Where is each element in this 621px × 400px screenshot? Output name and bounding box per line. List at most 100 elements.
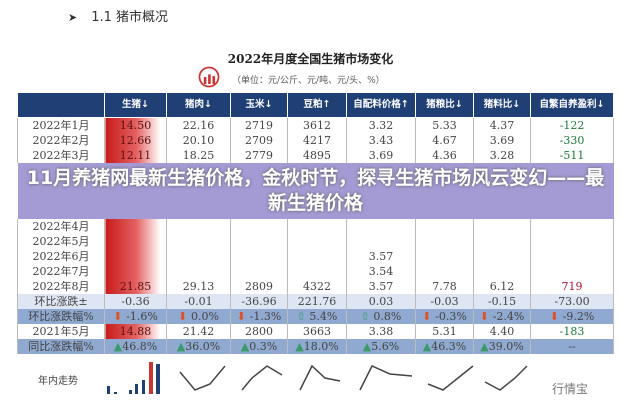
table-cell: 4322 bbox=[287, 279, 347, 294]
table-cell: 4.67 bbox=[415, 133, 474, 148]
arrow-bullet-icon: ➤ bbox=[68, 11, 78, 24]
cell-value: 12.11 bbox=[119, 148, 152, 162]
table-cell: 2800 bbox=[230, 324, 288, 339]
cell-value: 2800 bbox=[245, 324, 273, 338]
table-cell bbox=[530, 264, 614, 279]
arrow-down-icon: ⬇ bbox=[479, 309, 493, 323]
section-heading: ➤ 1.1 猪市概况 bbox=[68, 6, 168, 25]
table-cell bbox=[104, 219, 167, 234]
sparkline bbox=[179, 365, 226, 391]
table-row: 2022年4月 bbox=[17, 219, 614, 234]
table-row: 2022年7月 3.54 bbox=[17, 264, 614, 279]
cell-value: -330 bbox=[559, 133, 585, 147]
table-row: 2022年2月 12.66 20.10 2709 4217 3.43 4.67 3.69 -33… bbox=[17, 133, 614, 148]
table-cell: 14.88 bbox=[104, 324, 167, 339]
table-cell bbox=[104, 234, 167, 249]
column-header: 玉米↓ bbox=[230, 92, 288, 118]
cell-value: 3.28 bbox=[489, 148, 515, 162]
arrow-down-icon: ⬇ bbox=[422, 309, 436, 323]
table-cell: 22.16 bbox=[166, 117, 231, 133]
table-cell: 3.69 bbox=[473, 133, 531, 148]
table-cell: 12.66 bbox=[104, 133, 167, 148]
cell-value: 0.0% bbox=[191, 309, 219, 323]
table-cell: ⬇ 0.0% bbox=[166, 309, 231, 324]
cell-value: 36.0% bbox=[185, 339, 221, 353]
cell-value: -9.2% bbox=[562, 309, 595, 323]
table-cell bbox=[415, 219, 474, 234]
cell-value: 6.12 bbox=[489, 279, 515, 293]
cell-value: -0.03 bbox=[430, 294, 459, 308]
row-label: 2022年6月 bbox=[17, 249, 105, 264]
table-row: 环比涨跌± -0.36 -0.01 -36.96 221.76 0.03 -0.03 -0.1… bbox=[17, 294, 614, 309]
table-cell: 21.42 bbox=[166, 324, 231, 339]
cell-value: 3.57 bbox=[368, 279, 394, 293]
table-cell: 7.78 bbox=[415, 279, 474, 294]
headline: 11月养猪网最新生猪价格，金秋时节，探寻生猪市场风云变幻——最新生猪价格 bbox=[17, 163, 614, 219]
table-cell: 3612 bbox=[287, 117, 347, 133]
table-cell: 29.13 bbox=[166, 279, 231, 294]
cell-value: 29.13 bbox=[182, 279, 215, 293]
cell-value: 221.76 bbox=[297, 294, 337, 308]
table-cell: 3.69 bbox=[346, 148, 416, 163]
row-label: 2022年3月 bbox=[17, 148, 105, 163]
cell-value: 39.0% bbox=[488, 339, 524, 353]
cell-value: 0.03 bbox=[368, 294, 394, 308]
row-label: 2022年8月 bbox=[17, 279, 105, 294]
pig-logo-icon bbox=[198, 66, 220, 88]
table-cell: 4.36 bbox=[415, 148, 474, 163]
cell-value: 2719 bbox=[245, 118, 273, 132]
table-row: 2022年8月 21.85 29.13 2809 4322 3.57 7.78 6.12 719 bbox=[17, 279, 614, 294]
column-header: 猪料比↓ bbox=[473, 92, 531, 118]
watermark-text: 行情宝 bbox=[552, 382, 589, 396]
table-cell: -0.03 bbox=[415, 294, 474, 309]
table-cell: ⬇ -9.2% bbox=[530, 309, 614, 324]
cell-value: 4895 bbox=[303, 148, 331, 162]
arrow-down-icon: ⬇ bbox=[113, 309, 127, 323]
table-cell bbox=[104, 264, 167, 279]
table-cell: 221.76 bbox=[287, 294, 347, 309]
table-cell: ▲5.6% bbox=[346, 339, 416, 354]
table-cell: 4217 bbox=[287, 133, 347, 148]
table-cell bbox=[473, 249, 531, 264]
table-row: 2022年5月 bbox=[17, 234, 614, 249]
table-cell: 3663 bbox=[287, 324, 347, 339]
cell-value: -1.3% bbox=[249, 309, 282, 323]
table-cell bbox=[473, 234, 531, 249]
table-cell bbox=[230, 264, 288, 279]
cell-value: -73.00 bbox=[554, 294, 590, 308]
table-cell: -0.15 bbox=[473, 294, 531, 309]
cell-value: 4322 bbox=[303, 279, 331, 293]
table-cell bbox=[166, 219, 231, 234]
table-cell: ⇧ 5.4% bbox=[287, 309, 347, 324]
table-cell bbox=[346, 234, 416, 249]
cell-value: -1.6% bbox=[126, 309, 158, 323]
cell-value: -0.01 bbox=[184, 294, 213, 308]
table-cell: 2779 bbox=[230, 148, 288, 163]
table-cell: -330 bbox=[530, 133, 614, 148]
table-cell bbox=[230, 249, 288, 264]
sparkline bbox=[241, 365, 283, 391]
table-cell: ▲39.0% bbox=[473, 339, 531, 354]
table-cell: 20.10 bbox=[166, 133, 231, 148]
table-cell: 2709 bbox=[230, 133, 288, 148]
table-cell: 3.32 bbox=[346, 117, 416, 133]
row-label: 2021年5月 bbox=[17, 324, 105, 339]
cell-value: -511 bbox=[559, 148, 585, 162]
row-label: 2022年1月 bbox=[17, 117, 105, 133]
table-cell: ▲46.8% bbox=[104, 339, 167, 354]
cell-value: 21.42 bbox=[182, 324, 215, 338]
table-cell: 21.85 bbox=[104, 279, 167, 294]
row-label: 2022年4月 bbox=[17, 219, 105, 234]
table-cell: -122 bbox=[530, 117, 614, 133]
watermark: 行情宝 bbox=[552, 380, 588, 397]
table-cell: -511 bbox=[530, 148, 614, 163]
table-cell: ▲36.0% bbox=[166, 339, 231, 354]
cell-value: 4.37 bbox=[489, 118, 515, 132]
cell-value: 3.57 bbox=[368, 249, 394, 263]
table-cell bbox=[166, 234, 231, 249]
table-cell: ▲18.0% bbox=[287, 339, 347, 354]
cell-value: 7.78 bbox=[432, 279, 457, 293]
table-cell bbox=[530, 249, 614, 264]
chart-title: 2022年月度全国生猪市场变化 bbox=[227, 52, 394, 66]
table-cell: 3.43 bbox=[346, 133, 416, 148]
